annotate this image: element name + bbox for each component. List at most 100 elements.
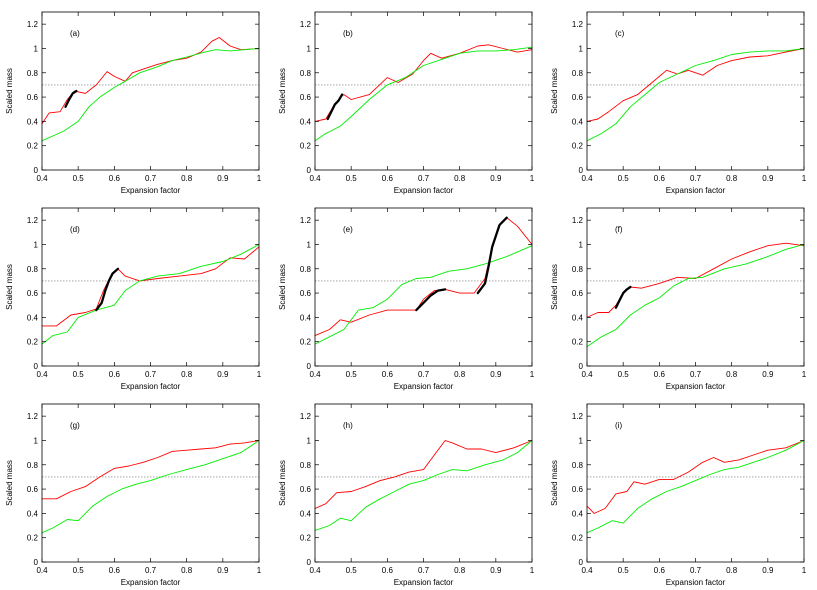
series-line xyxy=(586,440,805,514)
y-tick-label: 1.2 xyxy=(300,412,312,421)
x-tick-label: 1 xyxy=(257,370,262,379)
x-tick-label: 0.4 xyxy=(309,566,321,575)
y-tick-label: 1 xyxy=(34,44,39,53)
y-tick-label: 0 xyxy=(579,558,584,567)
panel-label: (e) xyxy=(343,225,353,234)
series-line xyxy=(586,440,805,534)
y-tick-label: 0.4 xyxy=(300,313,312,322)
highlight-segment xyxy=(64,89,78,108)
chart-panel: 0.4 0.5 0.6 0.7 0.8 0.9 1 0 0.2 0.4 0.6 0.8 1 1.2 (i) E… xyxy=(550,403,807,587)
x-axis-label: Expansion factor xyxy=(121,186,181,195)
x-tick-label: 0.9 xyxy=(490,370,502,379)
y-tick-label: 0.2 xyxy=(300,338,312,347)
y-tick-label: 1.2 xyxy=(572,20,584,29)
x-tick-label: 0.4 xyxy=(36,174,48,183)
x-tick-label: 0.9 xyxy=(217,370,229,379)
y-tick-label: 0.8 xyxy=(572,265,584,274)
series-line xyxy=(314,44,533,122)
series-line xyxy=(41,48,260,142)
y-tick-label: 0.2 xyxy=(27,142,39,151)
x-tick-label: 0.8 xyxy=(726,566,738,575)
y-tick-label: 0.8 xyxy=(27,69,39,78)
x-tick-label: 0.9 xyxy=(490,174,502,183)
x-tick-label: 0.5 xyxy=(73,174,85,183)
x-tick-label: 0.7 xyxy=(690,566,702,575)
x-axis-label: Expansion factor xyxy=(394,578,454,587)
x-tick-label: 0.6 xyxy=(109,370,121,379)
y-tick-label: 1 xyxy=(579,436,584,445)
x-tick-label: 0.8 xyxy=(454,566,466,575)
y-tick-label: 0.2 xyxy=(572,534,584,543)
y-tick-label: 0.2 xyxy=(27,338,39,347)
x-tick-label: 1 xyxy=(530,370,535,379)
y-tick-label: 0 xyxy=(307,558,312,567)
x-tick-label: 0.5 xyxy=(618,566,630,575)
x-axis-label: Expansion factor xyxy=(121,382,181,391)
x-tick-label: 0.5 xyxy=(346,566,358,575)
y-tick-label: 0.4 xyxy=(27,313,39,322)
y-tick-label: 0.2 xyxy=(572,142,584,151)
x-tick-label: 1 xyxy=(257,566,262,575)
series-line xyxy=(586,242,805,318)
y-axis-label: Scaled mass xyxy=(278,264,287,310)
x-tick-label: 0.8 xyxy=(181,566,193,575)
x-axis-label: Expansion factor xyxy=(394,186,454,195)
y-tick-label: 1.2 xyxy=(27,216,39,225)
y-tick-label: 0.2 xyxy=(27,534,39,543)
chart-panel: 0.4 0.5 0.6 0.7 0.8 0.9 1 0 0.2 0.4 0.6 0.8 1 1.2 (g) E… xyxy=(5,403,262,587)
highlight-segment xyxy=(95,267,120,312)
y-tick-label: 0.8 xyxy=(300,69,312,78)
x-tick-label: 0.4 xyxy=(309,370,321,379)
y-tick-label: 1.2 xyxy=(300,216,312,225)
y-tick-label: 1 xyxy=(34,240,39,249)
panel-label: (c) xyxy=(615,29,625,38)
panel-label: (d) xyxy=(70,225,80,234)
y-tick-label: 0.6 xyxy=(300,485,312,494)
y-tick-label: 1.2 xyxy=(27,412,39,421)
y-axis-label: Scaled mass xyxy=(550,460,559,506)
series-line xyxy=(314,46,533,142)
y-tick-label: 1 xyxy=(307,436,312,445)
x-tick-label: 0.8 xyxy=(726,370,738,379)
x-tick-label: 0.9 xyxy=(762,370,774,379)
y-tick-label: 1 xyxy=(307,240,312,249)
x-tick-label: 0.7 xyxy=(145,566,157,575)
panel-label: (h) xyxy=(343,421,353,430)
x-tick-label: 0.6 xyxy=(382,174,394,183)
y-tick-label: 0.6 xyxy=(27,485,39,494)
y-axis-label: Scaled mass xyxy=(5,460,14,506)
x-tick-label: 0.9 xyxy=(490,566,502,575)
x-tick-label: 0.9 xyxy=(762,174,774,183)
y-tick-label: 1 xyxy=(307,44,312,53)
x-tick-label: 0.5 xyxy=(346,174,358,183)
x-tick-label: 0.7 xyxy=(690,174,702,183)
chart-panel: 0.4 0.5 0.6 0.7 0.8 0.9 1 0 0.2 0.4 0.6 0.8 1 1.2 (h) E… xyxy=(278,403,535,587)
y-tick-label: 0.4 xyxy=(27,117,39,126)
y-tick-label: 0 xyxy=(579,166,584,175)
series-line xyxy=(314,245,533,345)
y-tick-label: 0 xyxy=(34,558,39,567)
y-tick-label: 0.6 xyxy=(572,289,584,298)
x-tick-label: 1 xyxy=(257,174,262,183)
chart-panel: 0.4 0.5 0.6 0.7 0.8 0.9 1 0 0.2 0.4 0.6 0.8 1 1.2 (e) E… xyxy=(278,207,535,391)
x-tick-label: 0.6 xyxy=(382,566,394,575)
x-tick-label: 0.6 xyxy=(654,174,666,183)
x-tick-label: 0.6 xyxy=(109,174,121,183)
series-line xyxy=(41,440,260,534)
panel-label: (f) xyxy=(615,225,623,234)
x-axis-label: Expansion factor xyxy=(666,186,726,195)
y-tick-label: 0.6 xyxy=(572,485,584,494)
panel-label: (g) xyxy=(70,421,80,430)
series-line xyxy=(314,440,533,531)
y-tick-label: 0.6 xyxy=(300,93,312,102)
x-tick-label: 1 xyxy=(530,566,535,575)
y-tick-label: 1.2 xyxy=(572,216,584,225)
x-tick-label: 0.5 xyxy=(618,174,630,183)
x-axis-label: Expansion factor xyxy=(666,382,726,391)
series-line xyxy=(586,244,805,348)
y-axis-label: Scaled mass xyxy=(550,264,559,310)
y-tick-label: 0.8 xyxy=(300,461,312,470)
y-tick-label: 0.4 xyxy=(572,313,584,322)
x-tick-label: 0.6 xyxy=(109,566,121,575)
x-tick-label: 0.7 xyxy=(418,566,430,575)
